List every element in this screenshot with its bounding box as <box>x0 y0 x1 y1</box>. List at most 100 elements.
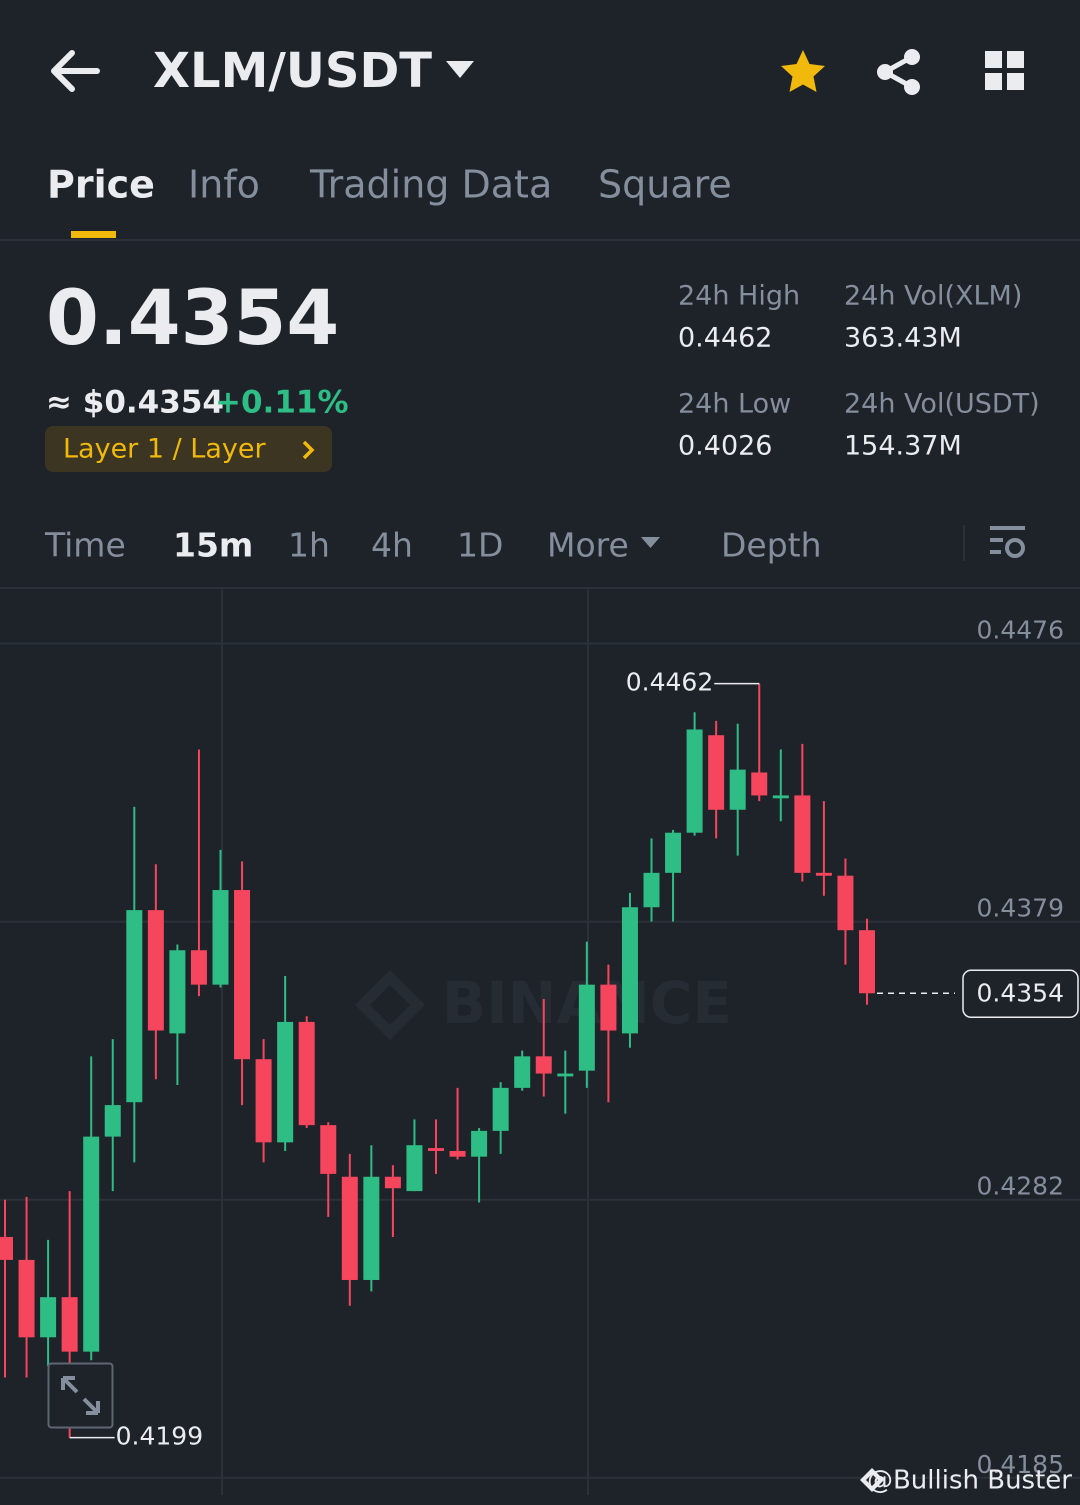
candle-body <box>40 1297 57 1338</box>
interval[interactable]: 4h <box>371 526 413 565</box>
back-button[interactable] <box>51 50 100 92</box>
candle-body <box>578 984 595 1071</box>
candle-body <box>665 832 682 873</box>
stat-value: 363.43M <box>844 323 962 354</box>
stat-value: 0.4462 <box>678 323 772 354</box>
stat-label: 24h High <box>678 281 800 312</box>
candle-body <box>169 950 186 1034</box>
share-node <box>904 79 920 95</box>
candle-body <box>751 772 768 796</box>
y-tick-label: 0.4185 <box>977 1450 1064 1479</box>
favorite-star-icon[interactable] <box>781 50 825 92</box>
share-node <box>877 64 893 80</box>
candle-body <box>147 910 164 1031</box>
watermark-logo <box>355 970 425 1040</box>
candle-body <box>686 729 703 833</box>
pair-dropdown-icon[interactable] <box>446 61 474 78</box>
candle-body <box>600 984 617 1031</box>
candle-body <box>815 872 832 876</box>
interval-active[interactable]: 15m <box>173 526 253 565</box>
candle-body <box>837 875 854 931</box>
tab-indicator <box>71 231 116 238</box>
last-price-label: 0.4354 <box>977 978 1064 1007</box>
credit: @Bullish Buster <box>860 1466 1072 1496</box>
candle-body <box>212 890 229 985</box>
low-label: 0.4199 <box>116 1422 203 1451</box>
price-change: +0.11% <box>215 385 349 421</box>
tab-active[interactable]: Price <box>47 163 155 207</box>
fullscreen-button[interactable] <box>47 1362 114 1429</box>
candle-body <box>772 795 789 799</box>
tag-chip[interactable]: Layer 1 / Layer <box>45 426 332 472</box>
grid-cell <box>985 51 1002 68</box>
candlestick-chart: BINANCE 0.44760.43790.42820.41850.44620.… <box>0 589 1080 1495</box>
grid-cell <box>985 73 1002 90</box>
candle-body <box>0 1236 13 1260</box>
interval[interactable]: Time <box>44 526 126 565</box>
fullscreen-box <box>47 1362 114 1429</box>
usd-price: ≈ $0.4354 <box>46 385 224 421</box>
back-arrow-icon <box>51 50 100 92</box>
grid-cell <box>1007 73 1024 90</box>
candle-body <box>621 907 638 1034</box>
candle-body <box>643 872 660 908</box>
y-tick-label: 0.4282 <box>977 1172 1064 1201</box>
divider <box>0 239 1080 241</box>
last-price-box <box>962 969 1079 1019</box>
candle-body <box>104 1105 121 1137</box>
stat-label: 24h Low <box>678 389 791 420</box>
y-tick-label: 0.4476 <box>977 615 1064 644</box>
stat-label: 24h Vol(XLM) <box>844 281 1022 312</box>
candle-body <box>384 1176 401 1189</box>
credit-text: @Bullish Buster <box>867 1466 1072 1496</box>
more-dropdown-icon[interactable] <box>641 537 660 548</box>
stat-label: 24h Vol(USDT) <box>844 389 1040 420</box>
tag-chevron <box>302 440 315 460</box>
candle-body <box>320 1125 337 1174</box>
tag-text: Layer 1 / Layer <box>63 434 266 465</box>
candle-body <box>557 1073 574 1077</box>
candle-body <box>428 1148 444 1151</box>
candle-body <box>535 1056 552 1074</box>
candle-body <box>363 1176 380 1280</box>
interval[interactable]: 1D <box>457 526 503 565</box>
candle-body <box>83 1136 100 1352</box>
tab[interactable]: Trading Data <box>309 163 552 207</box>
y-tick-label: 0.4379 <box>977 894 1064 923</box>
interval[interactable]: Depth <box>721 526 822 565</box>
stat-value: 0.4026 <box>678 431 772 462</box>
grid-menu-icon[interactable] <box>985 51 1024 90</box>
share-icon[interactable] <box>877 49 920 95</box>
candle-body <box>255 1059 272 1143</box>
candle-body <box>794 795 811 873</box>
pair-title[interactable]: XLM/USDT <box>153 43 432 99</box>
interval[interactable]: 1h <box>288 526 330 565</box>
candle-body <box>61 1297 78 1352</box>
tab[interactable]: Square <box>598 163 732 207</box>
candle-body <box>18 1259 35 1338</box>
candle-body <box>708 735 725 810</box>
tag-chip-bg <box>45 426 332 472</box>
credit-logo <box>860 1468 884 1492</box>
icon-gear <box>1005 538 1025 558</box>
interval[interactable]: More <box>547 526 629 565</box>
candle-body <box>859 930 875 994</box>
candle-body <box>406 1145 423 1192</box>
candle-body <box>514 1056 531 1088</box>
chart-settings-icon[interactable] <box>990 526 1025 558</box>
candle-body <box>277 1021 294 1143</box>
candle-body <box>298 1021 315 1126</box>
candle-body <box>234 890 251 1060</box>
tab[interactable]: Info <box>188 163 260 207</box>
grid-cell <box>1007 51 1024 68</box>
candle-body <box>729 769 746 810</box>
fullscreen-icon <box>61 1376 100 1415</box>
high-label: 0.4462 <box>626 668 713 697</box>
share-node <box>904 49 920 65</box>
last-price: 0.4354 <box>46 273 339 362</box>
divider <box>963 525 965 561</box>
candle-body <box>190 950 207 985</box>
